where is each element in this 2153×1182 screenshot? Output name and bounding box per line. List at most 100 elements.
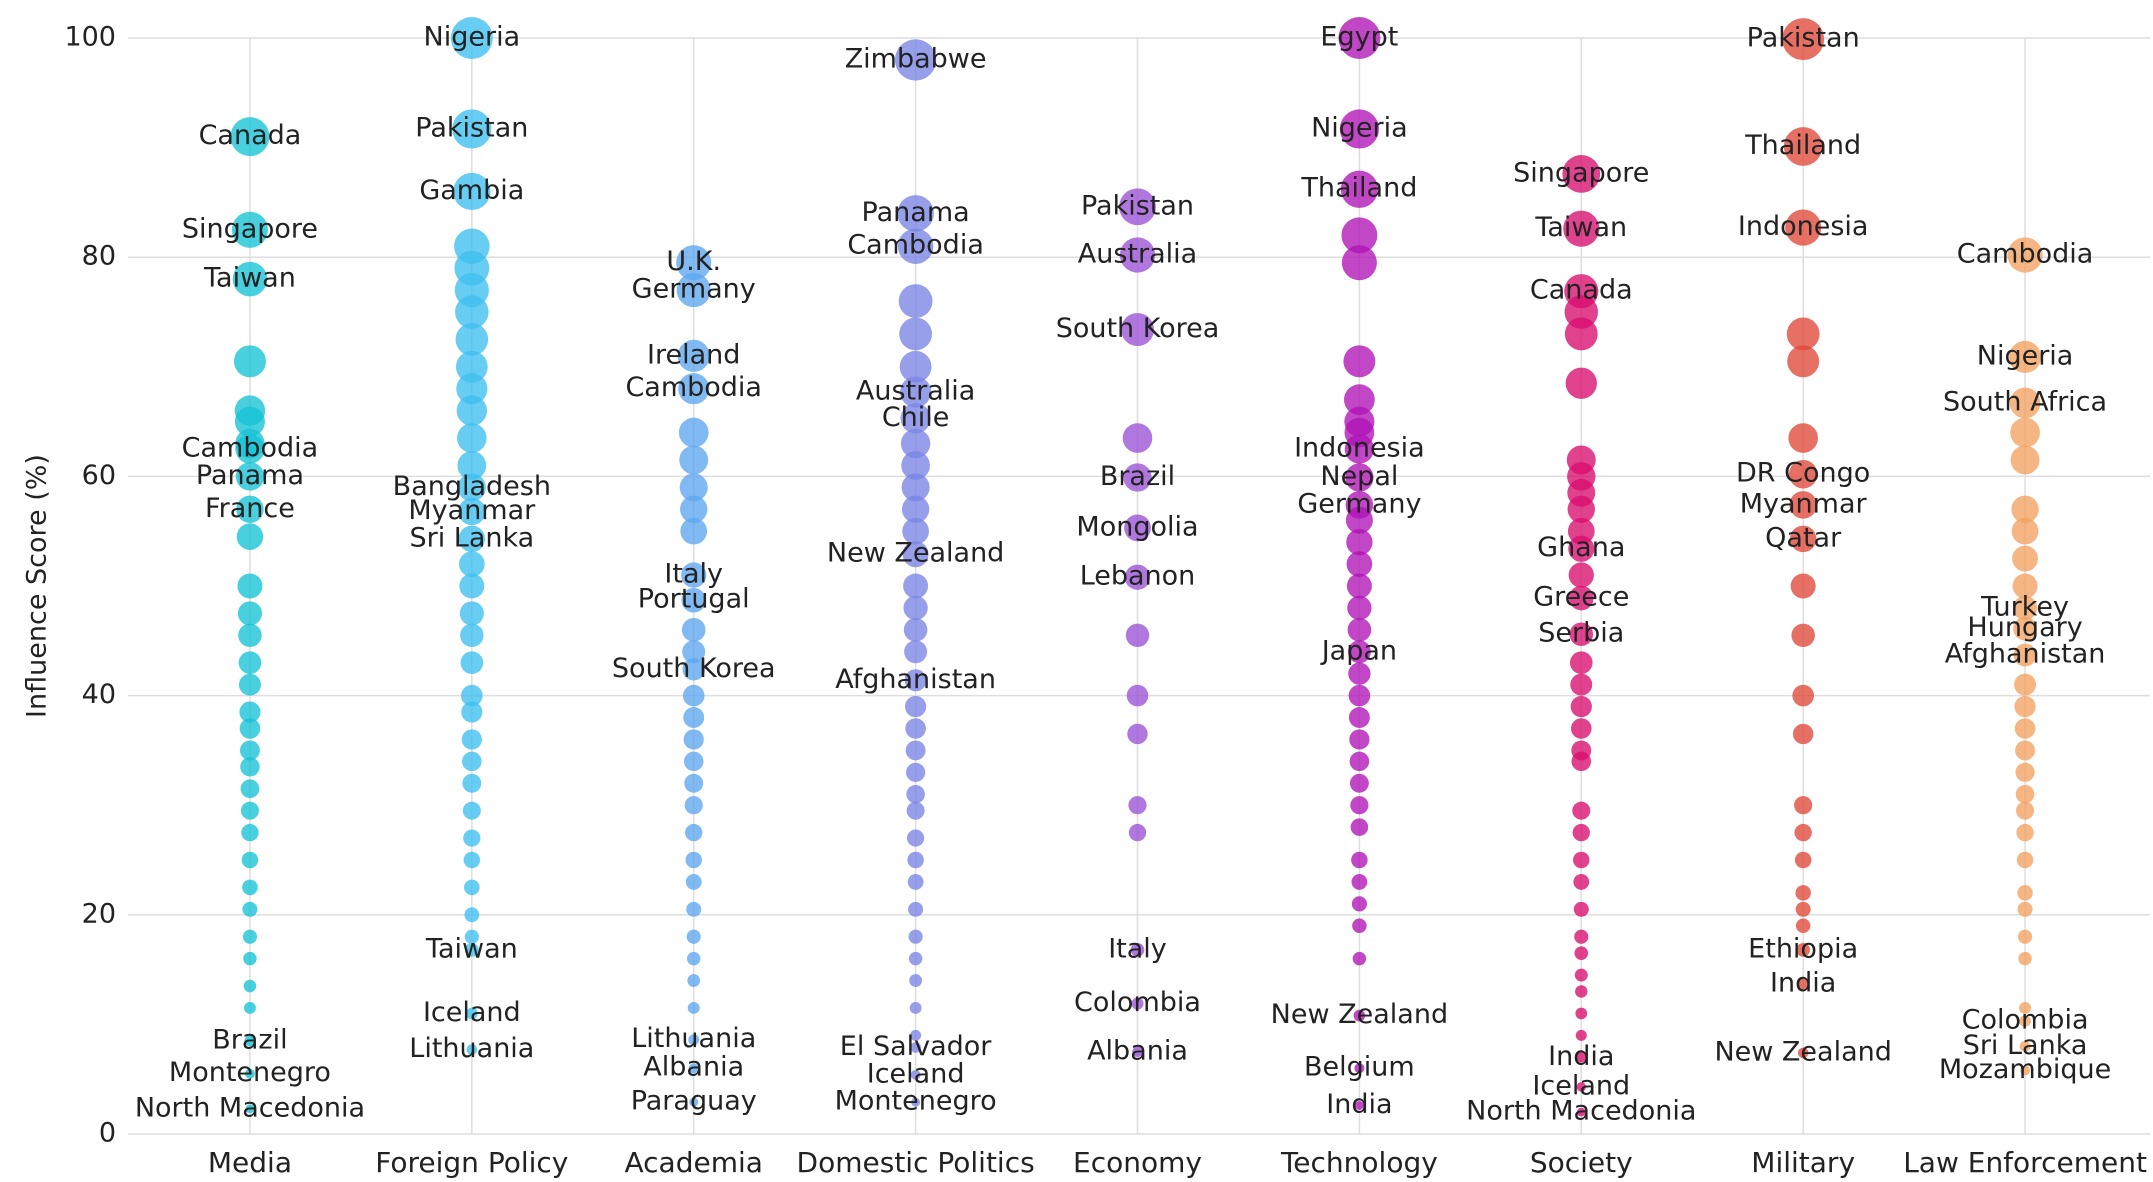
dot: [1352, 918, 1367, 933]
dot: [899, 317, 933, 351]
dot: [1128, 823, 1147, 842]
dot: [1796, 943, 1811, 957]
dot: [2009, 340, 2042, 373]
dot: [1795, 901, 1811, 917]
x-tick-label: Society: [1530, 1146, 1633, 1179]
point-label: Japan: [1320, 635, 1397, 666]
dot: [1572, 801, 1591, 820]
dot: [687, 1002, 700, 1014]
dot: [1349, 751, 1370, 772]
point-label: Lithuania: [631, 1023, 756, 1054]
y-tick-label: 80: [82, 241, 116, 272]
dot: [242, 901, 258, 917]
dot: [2015, 740, 2036, 761]
dot: [1345, 506, 1373, 534]
point-label: Mozambique: [1939, 1054, 2111, 1085]
dot: [905, 740, 926, 761]
dot: [240, 757, 260, 777]
dot: [1348, 707, 1370, 728]
dot: [2017, 885, 2033, 901]
dot: [238, 623, 262, 648]
point-label: Turkey: [1980, 591, 2069, 622]
dot: [456, 373, 488, 405]
dot: [900, 403, 931, 434]
dot: [1126, 684, 1149, 707]
dot: [464, 929, 479, 944]
dot: [905, 718, 926, 739]
dot: [1354, 1063, 1365, 1074]
dot: [459, 601, 484, 626]
dot: [678, 417, 709, 448]
point-label: Myanmar: [1740, 488, 1868, 519]
point-label: Greece: [1533, 582, 1629, 613]
point-label: Lithuania: [409, 1033, 534, 1064]
point-label: Colombia: [1962, 1005, 2089, 1036]
dot: [2020, 1065, 2031, 1076]
dot: [676, 272, 711, 308]
dot: [689, 1097, 699, 1107]
dot: [1123, 463, 1152, 492]
dot: [1121, 313, 1154, 347]
dot: [1351, 896, 1367, 912]
point-label: Afghanistan: [835, 664, 996, 695]
point-label: Australia: [856, 376, 975, 407]
dot: [681, 618, 706, 642]
dot: [897, 195, 934, 232]
dot: [245, 1068, 255, 1079]
dot: [911, 1097, 921, 1107]
point-label: Afghanistan: [1945, 639, 2106, 670]
point-label: Lebanon: [1080, 561, 1196, 592]
dot: [902, 517, 929, 545]
point-label: Germany: [632, 274, 756, 305]
point-label: India: [1548, 1041, 1614, 1072]
point-label: Singapore: [1513, 157, 1649, 188]
dot: [1350, 796, 1369, 815]
dot: [1127, 723, 1148, 745]
dot: [1790, 573, 1816, 599]
dot: [2010, 417, 2040, 448]
y-tick-label: 40: [82, 679, 116, 710]
dot: [232, 261, 268, 297]
dot: [1573, 901, 1589, 917]
dot: [1788, 423, 1818, 453]
dot: [2018, 951, 2032, 966]
dot: [682, 640, 706, 664]
dot: [1792, 684, 1814, 707]
dot: [239, 740, 260, 761]
point-label: Panama: [862, 197, 970, 228]
point-label: Ghana: [1537, 532, 1625, 563]
dot: [464, 943, 479, 957]
dot: [1796, 977, 1810, 991]
dot: [907, 829, 925, 847]
dot: [901, 451, 930, 480]
dot: [901, 495, 930, 523]
point-label: Portugal: [638, 584, 750, 615]
dot: [239, 701, 261, 723]
dot: [909, 974, 922, 987]
dot: [897, 228, 934, 265]
point-label: Egypt: [1320, 22, 1398, 53]
dot: [683, 707, 705, 728]
point-label: Serbia: [1538, 618, 1624, 649]
dot: [1574, 946, 1589, 960]
dot: [2013, 643, 2037, 667]
dot: [237, 573, 263, 599]
point-label: Panama: [196, 460, 304, 491]
dot: [909, 1002, 922, 1014]
point-label: Nigeria: [424, 22, 521, 53]
dot: [1787, 345, 1820, 378]
y-tick-label: 100: [64, 22, 116, 53]
point-label: Taiwan: [425, 933, 518, 964]
dot: [2014, 695, 2036, 718]
dot: [1576, 1082, 1587, 1092]
dot: [2015, 762, 2035, 782]
dot: [1349, 729, 1370, 750]
y-tick-label: 60: [82, 460, 116, 491]
point-label: Germany: [1297, 488, 1421, 519]
dot: [1782, 18, 1825, 61]
dot: [1570, 718, 1592, 739]
dot: [1345, 463, 1374, 492]
dot: [1794, 823, 1812, 842]
dot: [904, 640, 928, 664]
